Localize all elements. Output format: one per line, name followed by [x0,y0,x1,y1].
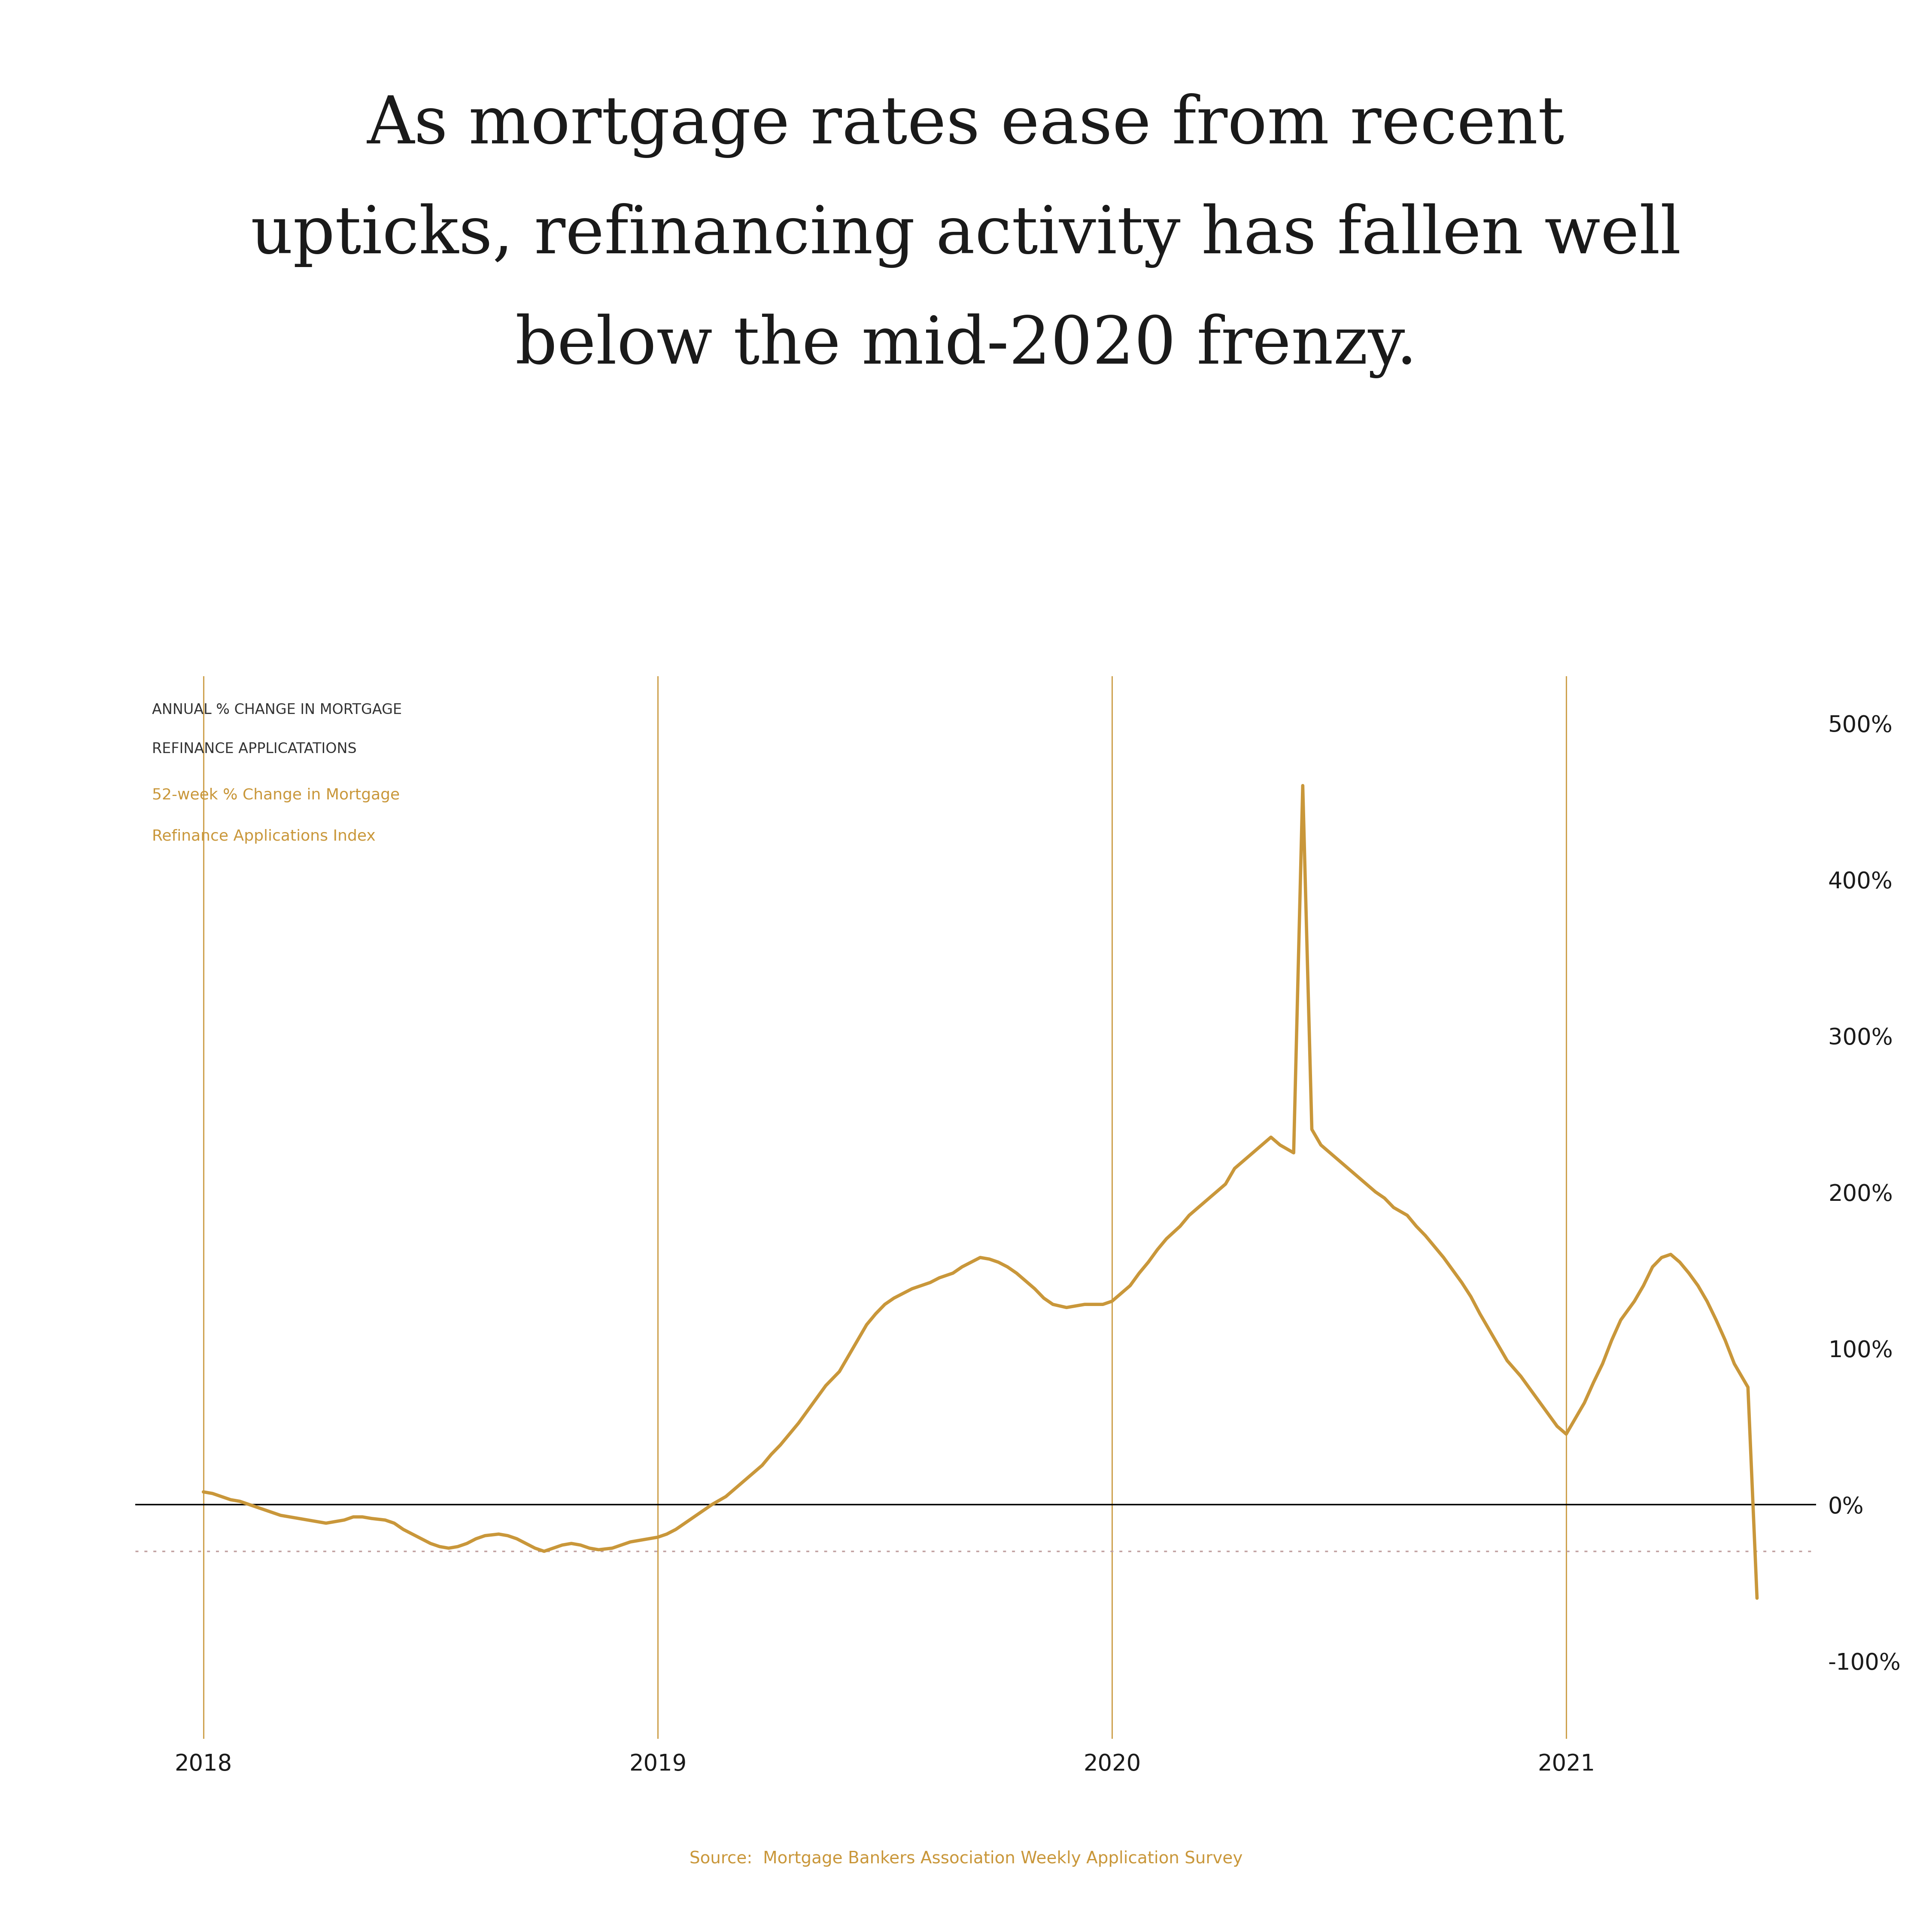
Text: Refinance Applications Index: Refinance Applications Index [153,829,375,844]
Text: below the mid-2020 frenzy.: below the mid-2020 frenzy. [516,313,1416,379]
Text: upticks, refinancing activity has fallen well: upticks, refinancing activity has fallen… [251,203,1681,269]
Text: 52-week % Change in Mortgage: 52-week % Change in Mortgage [153,788,400,802]
Text: Source:  Mortgage Bankers Association Weekly Application Survey: Source: Mortgage Bankers Association Wee… [690,1851,1242,1866]
Text: ANNUAL % CHANGE IN MORTGAGE: ANNUAL % CHANGE IN MORTGAGE [153,703,402,717]
Text: As mortgage rates ease from recent: As mortgage rates ease from recent [367,93,1565,158]
Text: REFINANCE APPLICATATIONS: REFINANCE APPLICATATIONS [153,742,357,755]
